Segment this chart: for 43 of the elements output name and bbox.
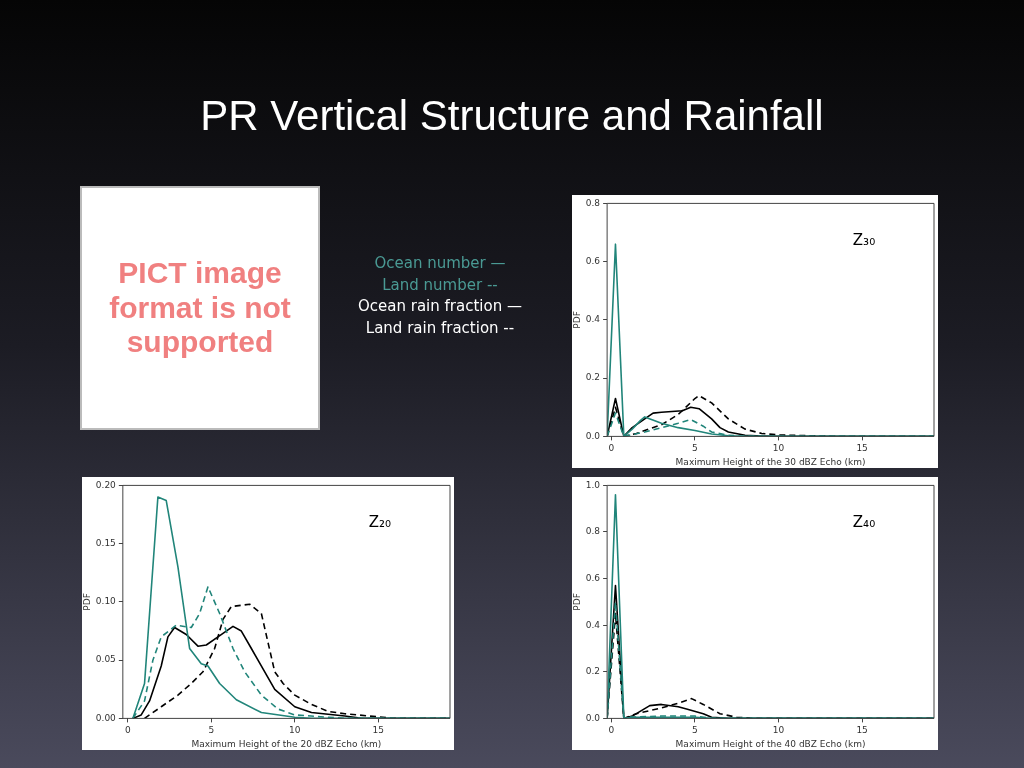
y-tick-label: 0.8	[585, 526, 601, 537]
x-tick-label: 15	[856, 725, 868, 736]
y-axis-title: PDF	[571, 593, 582, 611]
y-tick-label: 0.15	[95, 537, 116, 548]
text: PICT image format is not supported	[108, 256, 292, 360]
y-tick-label: 0.20	[95, 479, 117, 490]
x-tick-label: 0	[608, 443, 615, 454]
y-tick-label: 0.05	[95, 654, 116, 665]
y-tick-label: 0.10	[95, 596, 117, 607]
y-tick-label: 0.2	[585, 372, 601, 383]
y-axis-title: PDF	[81, 593, 92, 611]
x-tick-label: 0	[124, 725, 131, 736]
x-tick-label: 10	[772, 443, 785, 454]
y-tick-label: 1.0	[585, 479, 601, 490]
y-tick-label: 0.8	[585, 197, 601, 208]
annotation: Z₂₀	[368, 513, 392, 532]
y-tick-label: 0.6	[585, 572, 601, 583]
x-axis-title: Maximum Height of the 20 dBZ Echo (km)	[191, 738, 382, 749]
x-tick-label: 10	[772, 725, 785, 736]
text: Ocean number —	[373, 253, 507, 274]
y-tick-label: 0.0	[585, 712, 601, 723]
y-tick-label: 0.2	[585, 666, 601, 677]
y-tick-label: 0.00	[95, 712, 117, 723]
x-axis-title: Maximum Height of the 40 dBZ Echo (km)	[675, 738, 866, 749]
x-tick-label: 15	[856, 443, 868, 454]
x-tick-label: 10	[289, 725, 301, 736]
x-tick-label: 5	[692, 725, 698, 736]
y-tick-label: 0.0	[585, 430, 601, 441]
text: Land rain fraction --	[364, 317, 516, 339]
annotation: Z₃₀	[852, 231, 876, 250]
text: Ocean rain fraction —	[357, 296, 523, 317]
y-tick-label: 0.6	[585, 255, 601, 266]
y-tick-label: 0.4	[585, 619, 601, 630]
text: PR Vertical Structure and Rainfall	[199, 92, 825, 140]
x-tick-label: 15	[372, 725, 384, 736]
annotation: Z₄₀	[852, 513, 876, 532]
text: Land number --	[381, 274, 499, 296]
x-axis-title: Maximum Height of the 30 dBZ Echo (km)	[675, 456, 866, 467]
y-tick-label: 0.4	[585, 314, 601, 325]
x-tick-label: 5	[208, 725, 215, 736]
x-tick-label: 0	[608, 725, 615, 736]
y-axis-title: PDF	[571, 311, 582, 329]
x-tick-label: 5	[692, 443, 698, 454]
